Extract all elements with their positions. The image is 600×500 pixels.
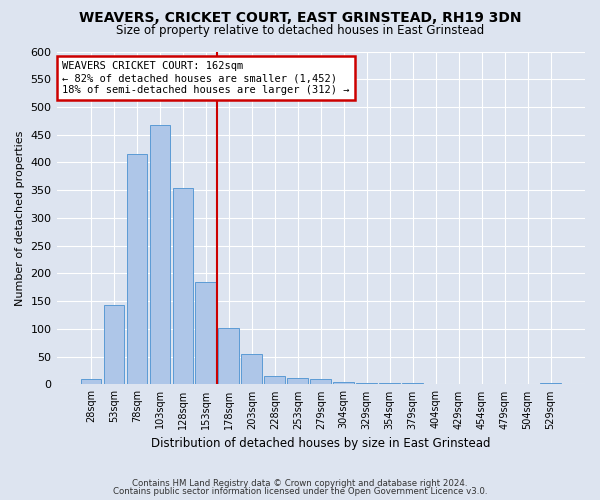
Bar: [540, 383, 561, 384]
Bar: [104, 305, 124, 384]
Bar: [196, 282, 216, 384]
Text: WEAVERS, CRICKET COURT, EAST GRINSTEAD, RH19 3DN: WEAVERS, CRICKET COURT, EAST GRINSTEAD, …: [79, 12, 521, 26]
Text: WEAVERS CRICKET COURT: 162sqm
← 82% of detached houses are smaller (1,452)
18% o: WEAVERS CRICKET COURT: 162sqm ← 82% of d…: [62, 62, 349, 94]
Bar: [127, 154, 147, 384]
Text: Contains HM Land Registry data © Crown copyright and database right 2024.: Contains HM Land Registry data © Crown c…: [132, 478, 468, 488]
X-axis label: Distribution of detached houses by size in East Grinstead: Distribution of detached houses by size …: [151, 437, 491, 450]
Bar: [173, 188, 193, 384]
Bar: [80, 380, 101, 384]
Bar: [241, 354, 262, 384]
Text: Size of property relative to detached houses in East Grinstead: Size of property relative to detached ho…: [116, 24, 484, 37]
Bar: [265, 376, 285, 384]
Text: Contains public sector information licensed under the Open Government Licence v3: Contains public sector information licen…: [113, 487, 487, 496]
Bar: [218, 328, 239, 384]
Bar: [334, 382, 354, 384]
Bar: [287, 378, 308, 384]
Bar: [310, 380, 331, 384]
Bar: [149, 124, 170, 384]
Y-axis label: Number of detached properties: Number of detached properties: [15, 130, 25, 306]
Bar: [356, 383, 377, 384]
